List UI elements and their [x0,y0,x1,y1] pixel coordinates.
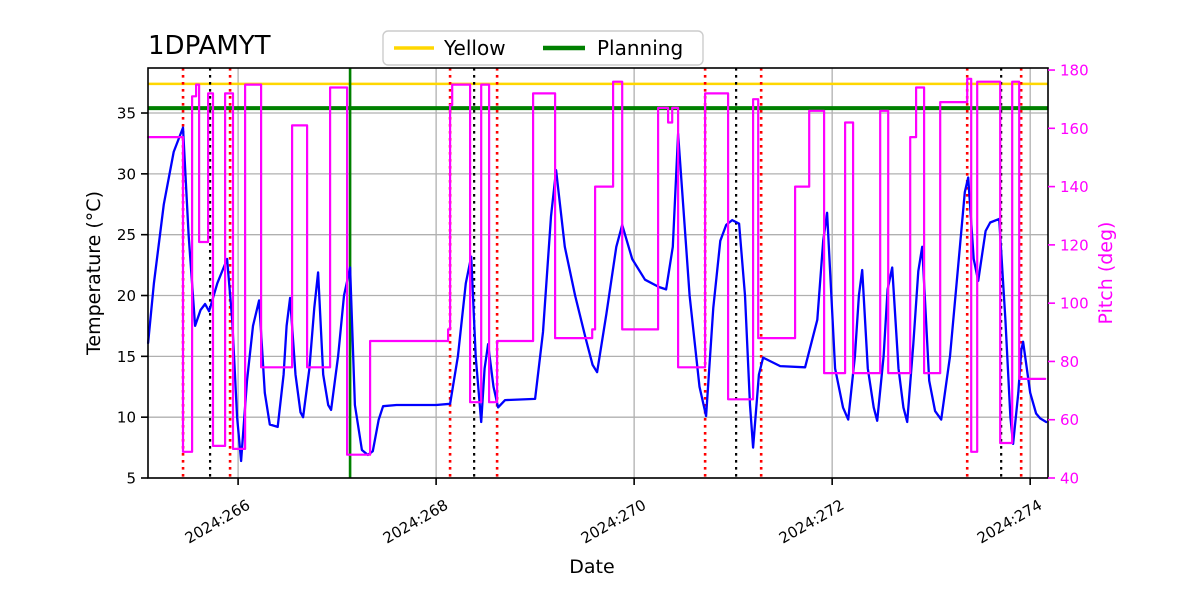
right-axis-tick-label: 100 [1060,295,1089,313]
right-axis-tick-label: 120 [1060,236,1089,254]
reference-lines-layer [148,68,1048,478]
x-axis-tick-label: 2024:268 [380,496,451,548]
x-axis-label: Date [569,556,614,578]
grid-layer [148,68,1048,479]
temperature-line [146,126,1048,463]
plot-border [147,67,1049,479]
axis-ticks-layer: 5 10 15 20 25 30 35 40 60 80 100 120 140 160 180 2024:2… [117,62,1089,548]
x-axis-tick-label: 2024:274 [974,496,1045,548]
left-axis-tick-label: 25 [117,226,136,244]
left-axis-tick-label: 35 [117,105,136,123]
right-axis-tick-label: 40 [1060,470,1079,488]
legend: Yellow Planning [382,30,704,66]
left-axis-tick-label: 5 [126,470,136,488]
series-layer [146,77,1048,463]
left-y-axis-label: Temperature (°C) [83,191,105,356]
right-axis-tick-label: 80 [1060,353,1079,371]
right-axis-tick-label: 60 [1060,411,1079,429]
pitch-line [147,77,1047,456]
left-axis-tick-label: 15 [117,348,136,366]
x-axis-tick-label: 2024:270 [578,496,649,548]
right-axis-tick-label: 140 [1060,178,1089,196]
left-axis-tick-label: 20 [117,287,136,305]
legend-label-yellow: Yellow [443,36,506,60]
plot-title: 1DPAMYT [148,31,271,61]
left-axis-tick-label: 30 [117,165,136,183]
right-y-axis-label: Pitch (deg) [1095,222,1117,325]
right-axis-tick-label: 160 [1060,120,1089,138]
x-axis-tick-label: 2024:272 [776,496,847,548]
right-axis-tick-label: 180 [1060,62,1089,80]
legend-label-planning: Planning [597,36,683,60]
x-axis-tick-label: 2024:266 [182,496,253,548]
left-axis-tick-label: 10 [117,409,136,427]
